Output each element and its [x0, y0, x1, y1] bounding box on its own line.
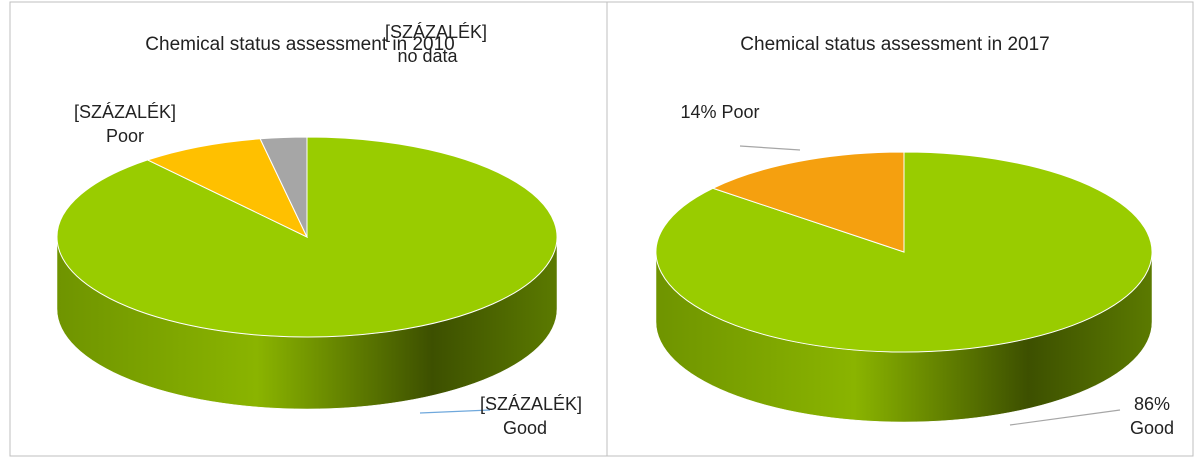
data-label: 14% Poor	[680, 100, 760, 124]
leader-line	[419, 409, 491, 414]
value-label: 14%	[680, 102, 717, 122]
chart-title: Chemical status assessment in 2010	[145, 34, 455, 55]
panel-border	[606, 1, 1194, 457]
value-label: [SZÁZALÉK]	[385, 22, 488, 42]
leader-line	[739, 145, 801, 151]
chart-title: Chemical status assessment in 2017	[740, 34, 1050, 55]
slice	[711, 151, 905, 253]
category-label: Good	[502, 418, 548, 438]
value-label: 86%	[1133, 394, 1171, 414]
slice	[259, 136, 308, 238]
slice	[146, 138, 309, 239]
data-label: [SZÁZALÉK] Good	[480, 392, 582, 440]
value-label: [SZÁZALÉK]	[480, 394, 583, 414]
data-label: [SZÁZALÉK] no data	[385, 20, 487, 68]
data-label: 86% Good	[1112, 392, 1192, 440]
data-label: [SZÁZALÉK] Poor	[70, 100, 180, 148]
category-label: Poor	[105, 126, 145, 146]
leader-line	[1009, 409, 1121, 426]
category-label: Poor	[721, 102, 760, 122]
category-label: Good	[1129, 418, 1175, 438]
category-label: no data	[397, 46, 458, 66]
value-label: [SZÁZALÉK]	[73, 102, 177, 122]
